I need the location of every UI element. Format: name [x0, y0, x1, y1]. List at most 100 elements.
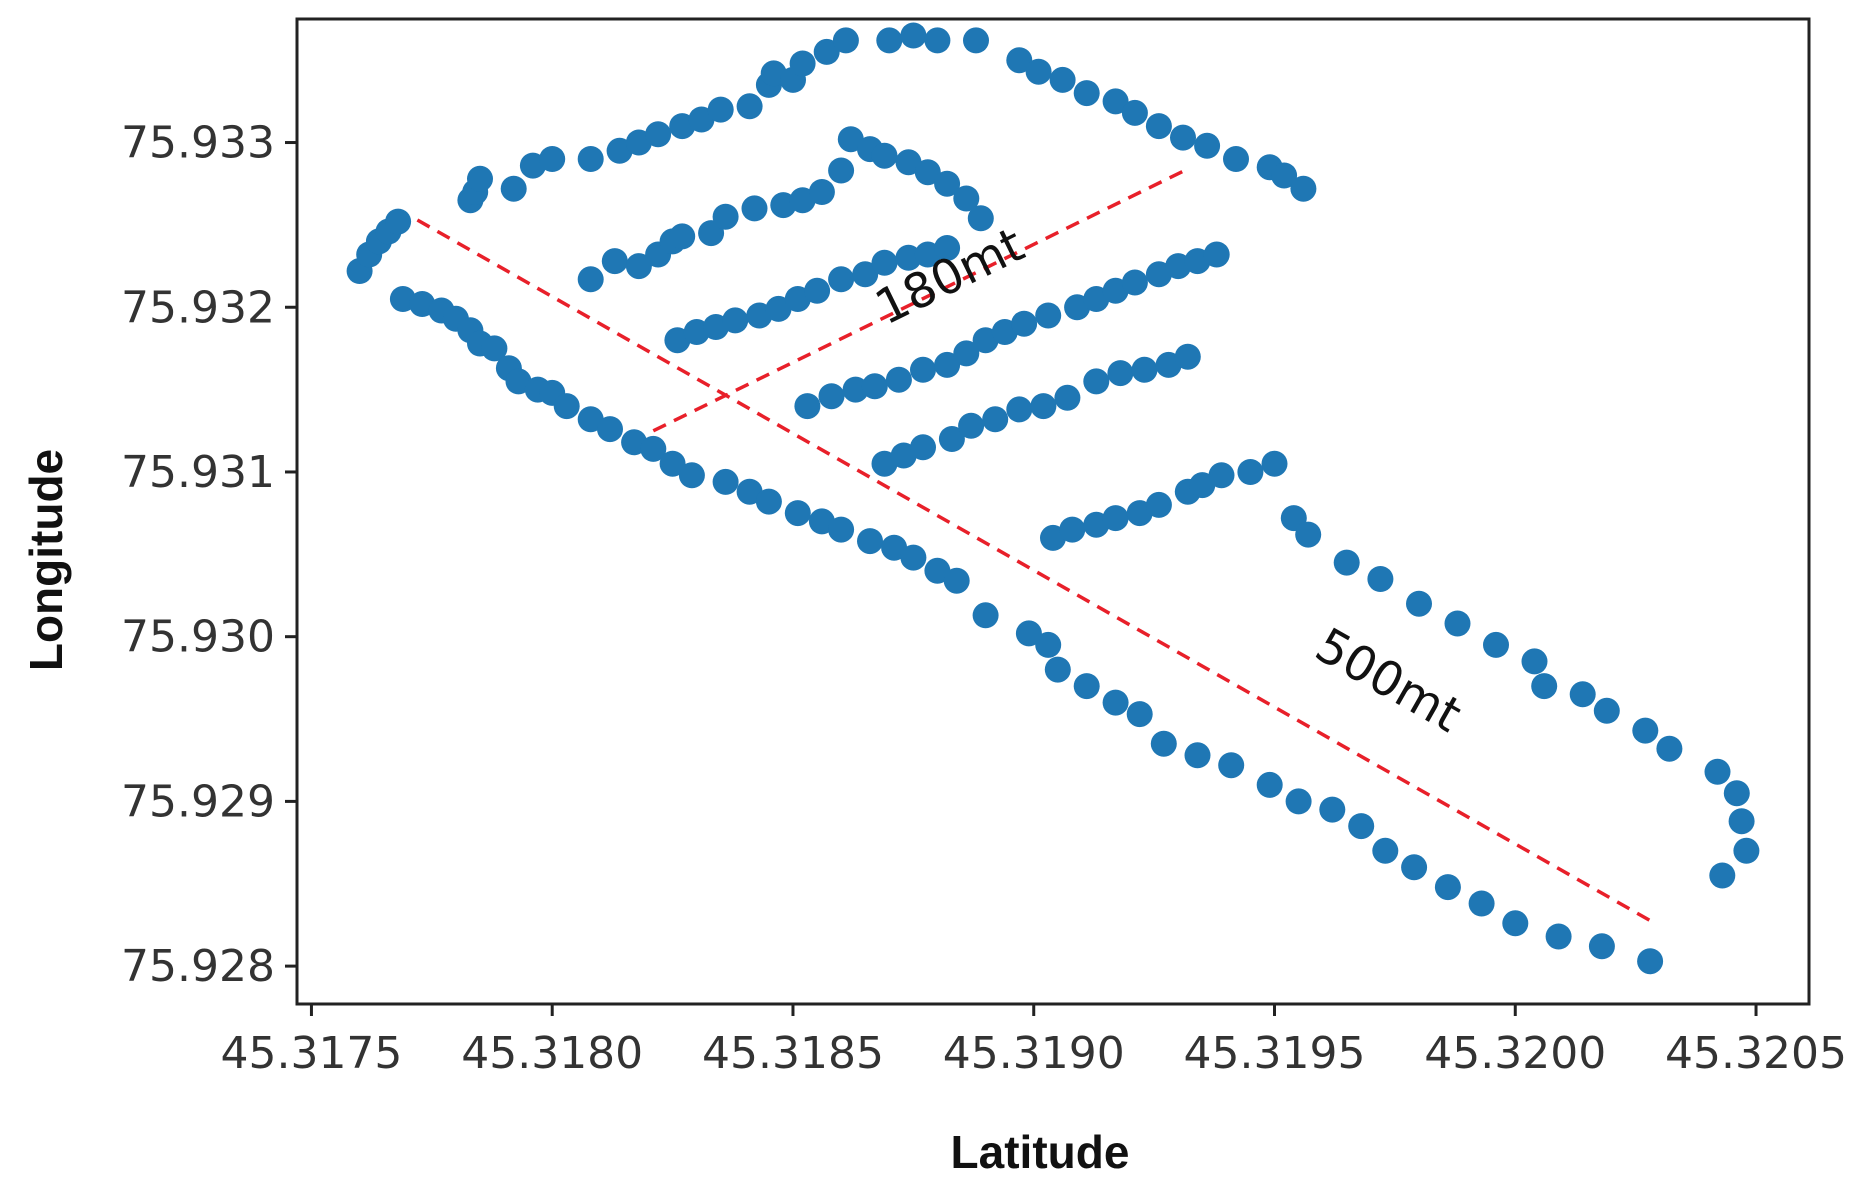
- data-point: [1184, 742, 1211, 769]
- data-point: [953, 340, 980, 367]
- data-point: [765, 295, 792, 322]
- y-tick-label: 75.928: [121, 941, 275, 992]
- data-point: [1521, 648, 1548, 675]
- data-point: [1073, 80, 1100, 107]
- data-point: [789, 50, 816, 77]
- data-point: [881, 534, 908, 561]
- data-point: [1733, 837, 1760, 864]
- data-point: [645, 121, 672, 148]
- data-point: [885, 366, 912, 393]
- data-point: [1367, 566, 1394, 592]
- data-point: [553, 393, 580, 420]
- data-point: [1656, 735, 1683, 762]
- data-point: [934, 170, 961, 197]
- data-point: [1256, 771, 1283, 798]
- data-point: [1237, 459, 1264, 485]
- data-point: [1145, 113, 1172, 140]
- data-point: [828, 266, 855, 293]
- y-tick-label: 75.929: [121, 776, 275, 827]
- data-point: [1044, 656, 1071, 683]
- data-point: [1406, 590, 1432, 617]
- data-point: [597, 416, 623, 443]
- data-point: [1401, 854, 1428, 881]
- data-point: [861, 373, 888, 400]
- data-point: [895, 244, 922, 271]
- data-point: [842, 376, 869, 403]
- data-point: [1145, 491, 1172, 518]
- y-tick-label: 75.933: [121, 118, 275, 169]
- data-point: [1102, 505, 1129, 532]
- x-axis-ticks: 45.3175 45.3180 45.3185 45.3190 45.3195 45.32…: [220, 1004, 1847, 1079]
- x-axis-title: Latitude: [951, 1126, 1130, 1178]
- data-point: [712, 468, 739, 495]
- distance-label-180mt: 180mt: [867, 217, 1033, 336]
- x-tick-label: 45.3200: [1424, 1028, 1606, 1079]
- data-point: [1483, 631, 1509, 658]
- x-tick-label: 45.3190: [943, 1028, 1125, 1079]
- data-point: [832, 27, 859, 54]
- data-point: [1372, 837, 1399, 864]
- data-point: [910, 434, 936, 461]
- data-point: [804, 277, 831, 304]
- data-point: [722, 307, 749, 334]
- y-tick-label: 75.930: [121, 612, 275, 663]
- data-point: [852, 261, 879, 288]
- distance-line-500mt: [416, 218, 1656, 925]
- data-point: [1709, 862, 1736, 889]
- data-point: [794, 393, 821, 420]
- y-tick-label: 75.932: [121, 282, 275, 333]
- data-point: [967, 205, 994, 232]
- data-point: [1434, 874, 1461, 901]
- data-point: [736, 478, 763, 505]
- data-point: [1290, 175, 1317, 202]
- data-point: [1218, 752, 1245, 779]
- data-point: [914, 159, 941, 186]
- x-tick-label: 45.3205: [1665, 1028, 1847, 1079]
- data-point: [640, 435, 667, 462]
- data-point: [577, 266, 604, 293]
- data-point: [1131, 356, 1158, 383]
- data-point: [1632, 717, 1659, 744]
- data-point: [924, 27, 951, 54]
- data-point: [1006, 396, 1033, 423]
- data-point: [669, 223, 696, 250]
- data-point: [784, 500, 811, 527]
- data-point: [871, 249, 898, 276]
- data-point: [1348, 813, 1375, 840]
- x-tick-label: 45.3175: [220, 1028, 402, 1079]
- data-point: [924, 557, 951, 584]
- data-point: [1011, 310, 1038, 337]
- data-point: [1319, 796, 1346, 823]
- data-point: [1295, 521, 1322, 548]
- data-point: [707, 96, 734, 123]
- data-point: [1083, 368, 1110, 395]
- data-point: [659, 450, 686, 477]
- data-point: [1637, 948, 1664, 975]
- data-point: [1025, 58, 1052, 85]
- data-point: [385, 208, 412, 235]
- plot-frame: [295, 17, 1811, 1006]
- data-point: [601, 248, 628, 275]
- data-point: [741, 195, 768, 222]
- data-point: [755, 488, 782, 515]
- data-point: [539, 146, 566, 172]
- data-point: [1333, 549, 1360, 576]
- data-point: [876, 27, 903, 54]
- data-point: [1545, 923, 1572, 950]
- data-point: [1073, 673, 1100, 700]
- data-point: [1271, 162, 1298, 189]
- data-point: [837, 126, 864, 153]
- y-axis-title: Longitude: [20, 449, 72, 671]
- data-point: [900, 544, 927, 571]
- data-point: [1285, 788, 1312, 815]
- data-point: [500, 175, 527, 202]
- data-point: [577, 406, 604, 433]
- data-point: [481, 335, 508, 362]
- y-axis-ticks: 75.933 75.932 75.931 75.930 75.929 75.928: [121, 118, 297, 992]
- data-point: [910, 356, 936, 383]
- data-point: [1006, 47, 1033, 74]
- data-point: [895, 149, 922, 176]
- data-point: [1170, 124, 1196, 151]
- data-point: [963, 27, 989, 54]
- data-point: [1704, 758, 1731, 785]
